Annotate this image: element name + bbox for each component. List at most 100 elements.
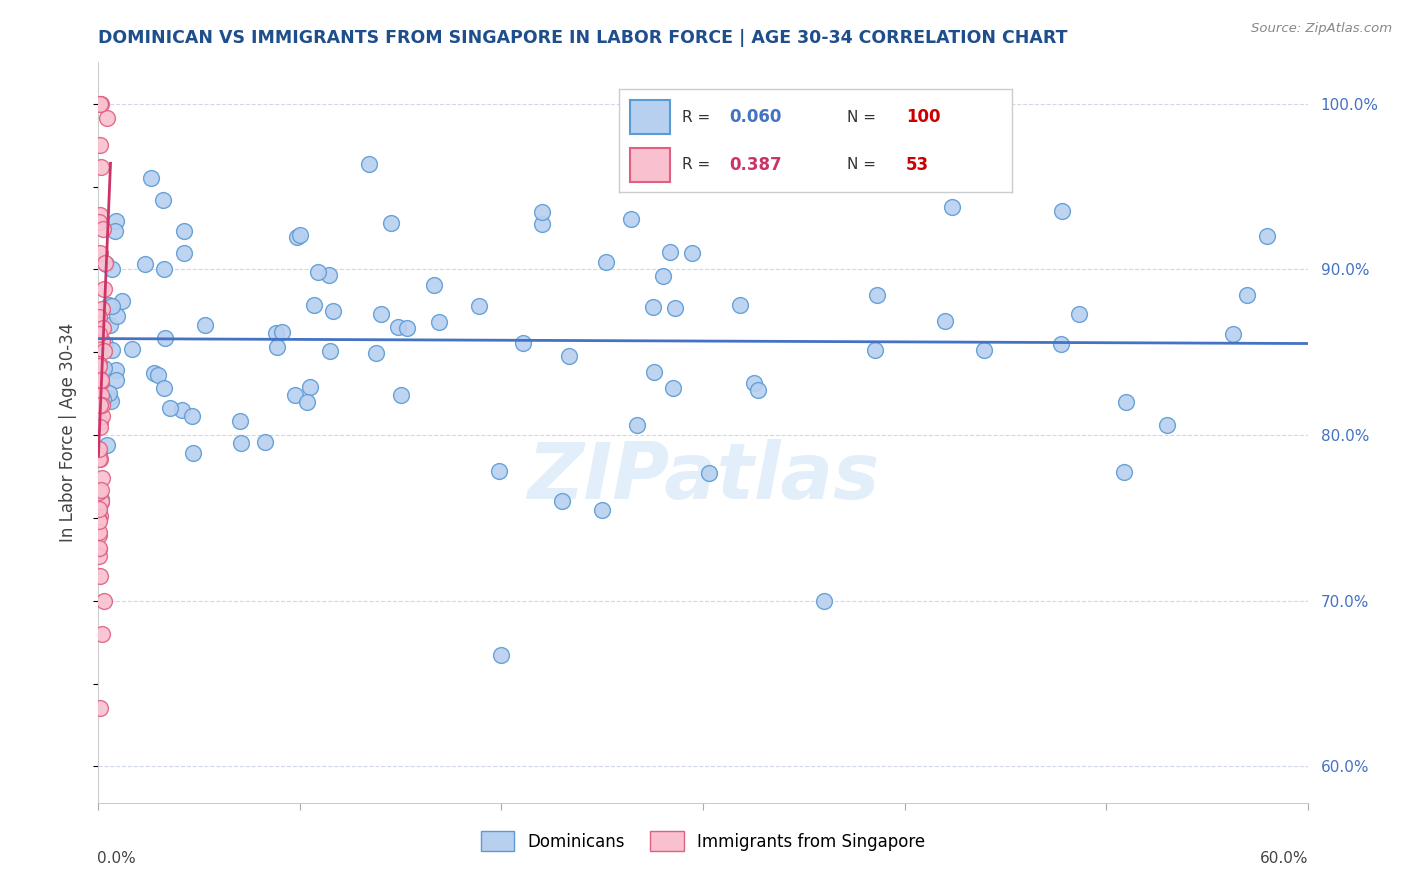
Point bbox=[264, 326, 287, 340]
Point bbox=[93, 337, 115, 351]
Point bbox=[87, 357, 110, 371]
Text: 0.387: 0.387 bbox=[728, 155, 782, 174]
Point bbox=[288, 227, 311, 242]
Point bbox=[231, 435, 253, 450]
Text: Source: ZipAtlas.com: Source: ZipAtlas.com bbox=[1251, 22, 1392, 36]
Point bbox=[90, 409, 112, 424]
Text: 0.0%: 0.0% bbox=[97, 851, 136, 866]
Point bbox=[87, 448, 110, 462]
Point bbox=[1115, 395, 1137, 409]
Point bbox=[96, 111, 118, 125]
Point bbox=[396, 320, 419, 334]
Point bbox=[134, 257, 156, 271]
Text: N =: N = bbox=[846, 157, 880, 172]
Point bbox=[1069, 307, 1091, 321]
Text: 100: 100 bbox=[905, 109, 941, 127]
Point bbox=[90, 96, 112, 111]
Point bbox=[89, 138, 111, 153]
Text: 60.0%: 60.0% bbox=[1260, 851, 1309, 866]
Point bbox=[97, 298, 120, 312]
Point bbox=[90, 495, 112, 509]
Point bbox=[380, 217, 402, 231]
Text: DOMINICAN VS IMMIGRANTS FROM SINGAPORE IN LABOR FORCE | AGE 30-34 CORRELATION CH: DOMINICAN VS IMMIGRANTS FROM SINGAPORE I… bbox=[98, 29, 1069, 47]
Point bbox=[87, 485, 110, 500]
Point bbox=[89, 246, 111, 260]
Point bbox=[105, 373, 128, 387]
Point bbox=[651, 269, 673, 284]
Point bbox=[93, 344, 115, 359]
Point bbox=[427, 316, 450, 330]
Point bbox=[941, 200, 963, 214]
Point bbox=[91, 221, 114, 235]
Point bbox=[270, 325, 292, 339]
FancyBboxPatch shape bbox=[630, 148, 669, 181]
Point bbox=[100, 394, 122, 409]
Point bbox=[91, 321, 114, 335]
Point bbox=[94, 256, 117, 270]
Point bbox=[591, 502, 613, 516]
Point bbox=[159, 401, 181, 416]
Point bbox=[747, 383, 769, 397]
Point bbox=[387, 320, 409, 334]
Point bbox=[266, 340, 288, 354]
Point bbox=[89, 415, 111, 429]
Point bbox=[152, 261, 174, 276]
Point bbox=[87, 524, 110, 539]
Point bbox=[295, 395, 318, 409]
Point bbox=[153, 331, 176, 345]
Text: 53: 53 bbox=[905, 155, 929, 174]
Text: ZIPatlas: ZIPatlas bbox=[527, 439, 879, 515]
Point bbox=[90, 471, 112, 485]
Point bbox=[488, 464, 510, 478]
Point bbox=[89, 374, 111, 388]
Point bbox=[98, 318, 121, 333]
Point bbox=[321, 303, 343, 318]
Point bbox=[96, 438, 118, 452]
Point bbox=[173, 224, 195, 238]
Point bbox=[90, 483, 112, 498]
Point bbox=[94, 256, 117, 270]
Point bbox=[468, 299, 491, 313]
Point bbox=[595, 255, 617, 269]
Point bbox=[104, 363, 127, 377]
Point bbox=[87, 310, 110, 325]
Point bbox=[643, 365, 665, 379]
Point bbox=[90, 491, 112, 506]
Point bbox=[299, 380, 322, 394]
Point bbox=[91, 627, 114, 641]
Point bbox=[89, 326, 111, 341]
Point bbox=[181, 446, 204, 460]
Point bbox=[89, 452, 111, 467]
Text: N =: N = bbox=[846, 110, 880, 125]
Point bbox=[105, 309, 128, 323]
Point bbox=[1236, 288, 1258, 302]
Legend: Dominicans, Immigrants from Singapore: Dominicans, Immigrants from Singapore bbox=[474, 825, 932, 857]
Point bbox=[89, 96, 111, 111]
Point bbox=[863, 343, 886, 357]
Point bbox=[87, 442, 110, 456]
Point bbox=[89, 398, 111, 412]
Point bbox=[93, 392, 115, 406]
Point bbox=[659, 244, 682, 259]
Text: 0.060: 0.060 bbox=[728, 109, 782, 127]
Point bbox=[302, 297, 325, 311]
Point bbox=[1114, 465, 1136, 479]
Point bbox=[319, 343, 342, 358]
Point bbox=[142, 366, 165, 380]
Point bbox=[1256, 229, 1278, 244]
Point bbox=[89, 549, 111, 564]
Point bbox=[491, 648, 513, 663]
Point bbox=[813, 593, 835, 607]
Point bbox=[1050, 204, 1073, 219]
Point bbox=[284, 388, 307, 402]
Point bbox=[87, 541, 110, 556]
Point bbox=[87, 514, 110, 528]
Point bbox=[87, 528, 110, 542]
Point bbox=[370, 307, 392, 321]
Point bbox=[641, 301, 664, 315]
Point bbox=[153, 381, 176, 395]
Point bbox=[91, 334, 114, 348]
Point bbox=[104, 224, 127, 238]
Point bbox=[87, 215, 110, 229]
Point bbox=[530, 204, 553, 219]
